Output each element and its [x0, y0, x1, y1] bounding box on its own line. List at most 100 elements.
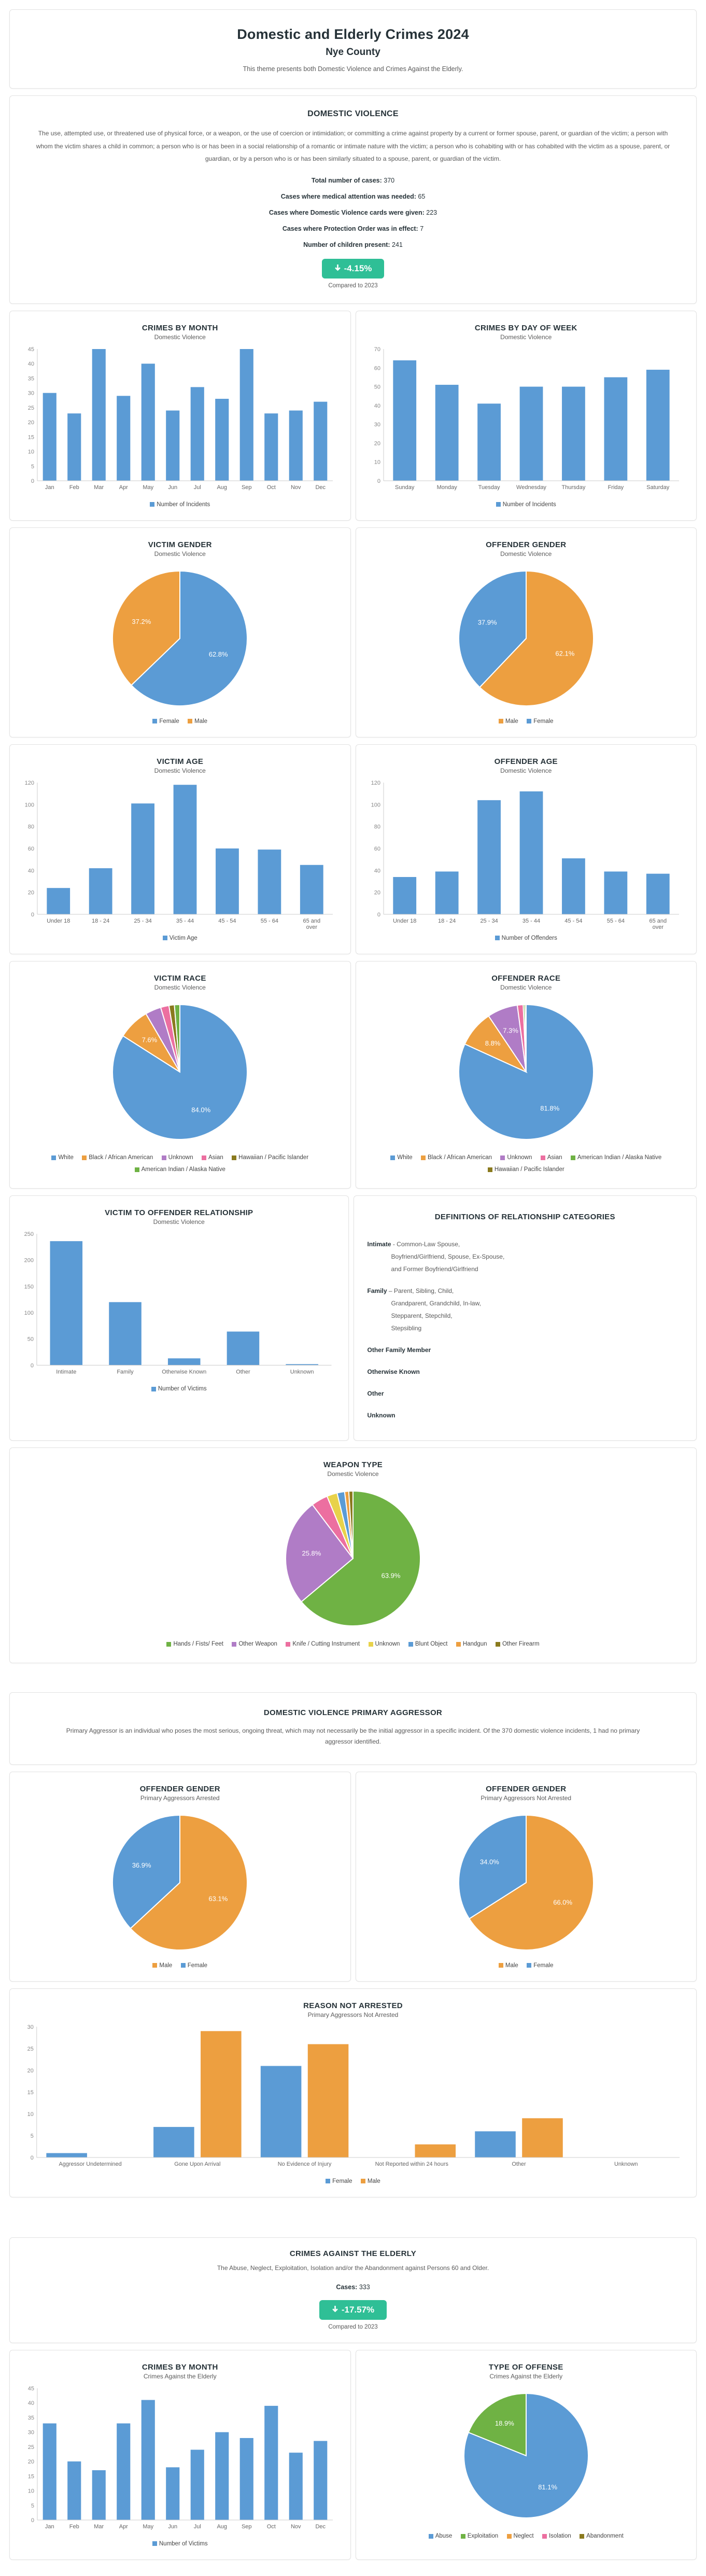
svg-text:18 - 24: 18 - 24 — [438, 918, 456, 924]
svg-text:20: 20 — [28, 420, 34, 426]
svg-text:63.9%: 63.9% — [382, 1571, 401, 1579]
svg-text:Jun: Jun — [168, 2524, 178, 2530]
svg-text:Under 18: Under 18 — [393, 918, 416, 924]
svg-text:0: 0 — [31, 1362, 34, 1369]
svg-text:37.2%: 37.2% — [132, 618, 151, 625]
svg-text:35 - 44: 35 - 44 — [176, 918, 194, 924]
svg-text:30: 30 — [374, 422, 380, 428]
svg-text:40: 40 — [28, 2400, 34, 2406]
svg-text:No Evidence of Injury: No Evidence of Injury — [278, 2161, 332, 2167]
svg-text:15: 15 — [28, 2473, 34, 2480]
svg-text:30: 30 — [27, 2024, 34, 2030]
svg-text:Aug: Aug — [217, 2524, 228, 2530]
svg-text:35: 35 — [28, 375, 34, 382]
svg-text:40: 40 — [374, 403, 380, 409]
svg-text:Intimate: Intimate — [56, 1369, 76, 1375]
svg-text:Not Reported within 24 hours: Not Reported within 24 hours — [375, 2161, 449, 2167]
svg-text:Under 18: Under 18 — [47, 918, 70, 924]
svg-text:Nov: Nov — [291, 2524, 301, 2530]
svg-text:25 - 34: 25 - 34 — [134, 918, 152, 924]
svg-text:Aggressor Undetermined: Aggressor Undetermined — [59, 2161, 122, 2167]
svg-text:20: 20 — [28, 889, 34, 896]
svg-text:45 - 54: 45 - 54 — [219, 918, 236, 924]
svg-text:Jan: Jan — [45, 484, 54, 491]
svg-text:Nov: Nov — [291, 484, 301, 491]
svg-text:Gone Upon Arrival: Gone Upon Arrival — [174, 2161, 220, 2167]
svg-text:65 and: 65 and — [649, 918, 667, 924]
svg-text:81.1%: 81.1% — [538, 2483, 557, 2491]
svg-text:20: 20 — [374, 889, 380, 896]
svg-text:18.9%: 18.9% — [495, 2419, 514, 2427]
svg-text:25 - 34: 25 - 34 — [480, 918, 498, 924]
svg-text:20: 20 — [374, 440, 380, 447]
svg-text:100: 100 — [371, 802, 380, 808]
svg-text:150: 150 — [24, 1284, 34, 1290]
svg-text:Jan: Jan — [45, 2524, 54, 2530]
svg-text:over: over — [652, 924, 663, 930]
svg-text:80: 80 — [374, 824, 380, 830]
svg-text:10: 10 — [27, 2111, 34, 2118]
svg-text:66.0%: 66.0% — [553, 1898, 572, 1906]
svg-text:Thursday: Thursday — [561, 484, 585, 491]
svg-text:63.1%: 63.1% — [209, 1895, 228, 1903]
svg-text:Tuesday: Tuesday — [478, 484, 500, 491]
svg-text:10: 10 — [374, 459, 380, 465]
svg-text:0: 0 — [31, 2517, 34, 2524]
svg-text:55 - 64: 55 - 64 — [261, 918, 278, 924]
svg-text:60: 60 — [374, 365, 380, 371]
svg-text:30: 30 — [28, 390, 34, 396]
svg-text:36.9%: 36.9% — [132, 1861, 151, 1869]
svg-text:Oct: Oct — [267, 2524, 276, 2530]
svg-text:35 - 44: 35 - 44 — [523, 918, 540, 924]
svg-text:45: 45 — [28, 2386, 34, 2392]
svg-text:45: 45 — [28, 346, 34, 353]
svg-text:60: 60 — [374, 846, 380, 852]
svg-text:Other: Other — [236, 1369, 250, 1375]
svg-text:25: 25 — [27, 2046, 34, 2052]
svg-text:Sep: Sep — [242, 484, 252, 491]
svg-text:35: 35 — [28, 2415, 34, 2421]
svg-text:Mar: Mar — [94, 2524, 104, 2530]
svg-text:120: 120 — [25, 780, 34, 786]
svg-text:Mar: Mar — [94, 484, 104, 491]
svg-text:55 - 64: 55 - 64 — [606, 918, 624, 924]
svg-text:5: 5 — [31, 2503, 34, 2509]
svg-text:15: 15 — [28, 434, 34, 440]
svg-text:0: 0 — [31, 478, 34, 484]
svg-text:Sunday: Sunday — [395, 484, 415, 491]
svg-text:Jul: Jul — [194, 484, 201, 491]
svg-text:50: 50 — [27, 1336, 34, 1342]
svg-text:10: 10 — [28, 449, 34, 455]
svg-text:25: 25 — [28, 405, 34, 411]
svg-text:7.3%: 7.3% — [503, 1026, 518, 1034]
svg-text:70: 70 — [374, 346, 380, 353]
svg-text:Jun: Jun — [168, 484, 178, 491]
svg-text:34.0%: 34.0% — [480, 1858, 499, 1866]
svg-text:Otherwise Known: Otherwise Known — [162, 1369, 206, 1375]
svg-text:40: 40 — [28, 361, 34, 367]
svg-text:20: 20 — [28, 2459, 34, 2465]
svg-text:62.8%: 62.8% — [209, 650, 228, 658]
svg-text:Friday: Friday — [608, 484, 624, 491]
svg-text:Feb: Feb — [69, 2524, 79, 2530]
svg-text:100: 100 — [25, 802, 34, 808]
svg-text:Dec: Dec — [316, 484, 326, 491]
svg-text:Family: Family — [117, 1369, 134, 1375]
svg-text:80: 80 — [28, 824, 34, 830]
svg-text:40: 40 — [28, 868, 34, 874]
svg-text:200: 200 — [24, 1257, 34, 1263]
svg-text:120: 120 — [371, 780, 380, 786]
svg-text:10: 10 — [28, 2488, 34, 2494]
svg-text:Aug: Aug — [217, 484, 228, 491]
svg-text:65 and: 65 and — [303, 918, 321, 924]
svg-text:250: 250 — [24, 1231, 34, 1237]
svg-text:Monday: Monday — [436, 484, 457, 491]
svg-text:Jul: Jul — [194, 2524, 201, 2530]
svg-text:0: 0 — [31, 912, 34, 918]
svg-text:7.6%: 7.6% — [142, 1036, 158, 1043]
svg-text:25: 25 — [28, 2444, 34, 2450]
svg-text:Oct: Oct — [267, 484, 276, 491]
svg-text:May: May — [143, 484, 154, 491]
svg-text:May: May — [143, 2524, 154, 2530]
svg-text:62.1%: 62.1% — [555, 649, 574, 657]
